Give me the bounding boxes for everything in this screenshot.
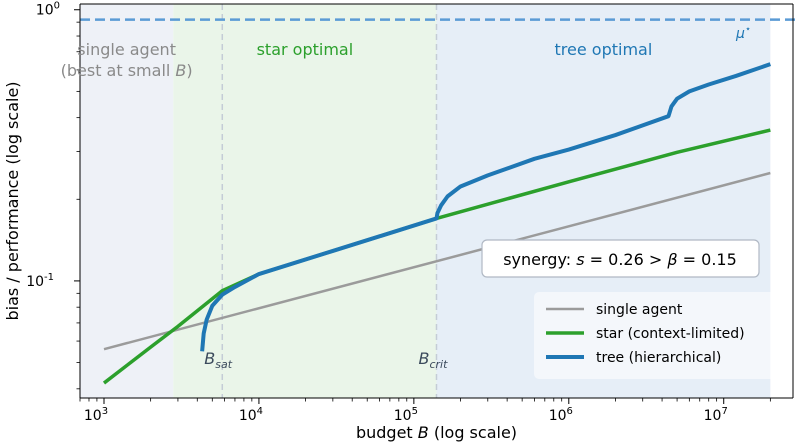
series-line-2 bbox=[200, 62, 772, 352]
y-axis-label: bias / performance (log scale) bbox=[3, 81, 22, 320]
series-lines bbox=[102, 62, 772, 385]
reference-lines bbox=[80, 4, 798, 398]
region-label-0-1: (best at small B) bbox=[61, 61, 193, 80]
region-0 bbox=[80, 4, 174, 398]
chart-labels: single agent (best at small B) star optima… bbox=[3, 24, 760, 442]
region-label-2-0: tree optimal bbox=[555, 40, 653, 59]
legend-box bbox=[534, 292, 786, 379]
region-label-1-0: star optimal bbox=[257, 40, 354, 59]
region-1 bbox=[173, 4, 437, 398]
legend-label-0: single agent bbox=[596, 302, 683, 318]
y-tick-label: 10-1 bbox=[26, 272, 54, 290]
region-label-0-0: single agent bbox=[77, 40, 176, 59]
x-tick-label: 107 bbox=[704, 406, 728, 424]
vline-label-sat: Bsat bbox=[204, 349, 232, 371]
x-tick-label: 103 bbox=[84, 406, 108, 424]
series-line-0 bbox=[103, 171, 771, 351]
x-axis-label: budget B (log scale) bbox=[356, 423, 517, 442]
x-tick-label: 104 bbox=[239, 406, 263, 424]
legend-label-2: tree (hierarchical) bbox=[596, 350, 721, 366]
legend-label-1: star (context-limited) bbox=[596, 326, 745, 342]
legend: single agent star (context-limited) tree (… bbox=[534, 292, 786, 379]
annotation-box bbox=[481, 239, 760, 278]
x-tick-label: 106 bbox=[549, 406, 573, 424]
vline-label-crit: Bcrit bbox=[419, 349, 449, 371]
axes: 103 104 105 106 107 10-1 100 bbox=[26, 1, 794, 424]
annotation-text: synergy: s = 0.26 > β = 0.15 bbox=[503, 250, 737, 269]
x-tick-label: 105 bbox=[394, 406, 418, 424]
hline-label: μ⋆ bbox=[735, 24, 751, 42]
y-tick-label: 100 bbox=[36, 1, 60, 19]
